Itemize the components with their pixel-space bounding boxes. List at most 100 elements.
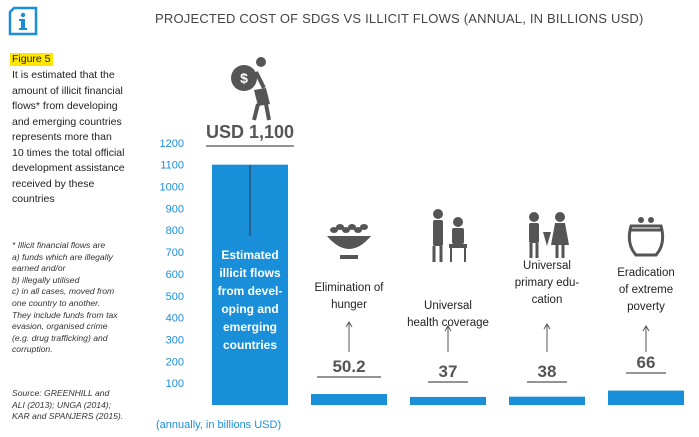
footnote-item: b) illegally utilised <box>12 274 80 285</box>
source-note: Source: GREENHILL and ALI (2013); UNGA (… <box>12 388 152 423</box>
health-care-icon <box>432 209 467 262</box>
category-label: Universal <box>424 300 472 312</box>
footnote-item: c) in all cases, moved from <box>12 286 115 297</box>
y-tick-label: 500 <box>166 291 184 303</box>
intro-text: It is estimated that the amount of illic… <box>12 68 132 208</box>
bar-inner-label: oping and <box>221 302 278 316</box>
intro-line: and emerging countries <box>12 115 122 128</box>
doctor-body <box>433 220 443 246</box>
bar <box>410 396 486 405</box>
purse-shape <box>627 224 665 257</box>
head-shape <box>529 212 539 222</box>
axis-unit-note: (annually, in billions USD) <box>156 419 282 431</box>
source-line: KAR and SPANJERS (2015). <box>12 411 124 422</box>
value-label: USD 1,100 <box>206 122 294 142</box>
footnote-item: a) funds which are illegally <box>12 251 113 262</box>
child-body <box>529 223 539 243</box>
y-tick-label: 1100 <box>160 160 184 172</box>
chair-seat <box>449 244 467 248</box>
y-tick-label: 900 <box>166 203 184 215</box>
source-line: ALI (2013); UNGA (2014); <box>12 399 112 410</box>
patient-body <box>452 228 464 244</box>
category-label: of extreme <box>619 284 673 296</box>
intro-line: 10 times the total official <box>12 146 125 159</box>
children-education-icon <box>529 212 569 258</box>
food-shape <box>342 227 350 233</box>
intro-line: countries <box>12 193 55 205</box>
bar-inner-label: countries <box>223 338 277 352</box>
value-label: 66 <box>637 353 656 372</box>
category-label: poverty <box>627 301 665 313</box>
food-shape <box>330 227 338 233</box>
coin-purse-icon <box>627 217 665 257</box>
arm-shape <box>254 71 266 89</box>
intro-line: received by these <box>12 177 95 190</box>
leg-shape <box>264 103 271 121</box>
head-shape <box>453 217 463 227</box>
bar-inner-label: emerging <box>223 320 277 334</box>
bar <box>608 390 684 405</box>
book-shape <box>543 232 551 246</box>
dollar-sign: $ <box>240 70 248 86</box>
category-label: Elimination of <box>314 282 384 294</box>
footnote-note: evasion, organised crime <box>12 321 108 332</box>
y-tick-label: 800 <box>166 225 184 237</box>
intro-line: flows* from developing <box>12 100 118 112</box>
money-bag-person-icon: $ <box>231 57 271 121</box>
category-label: health coverage <box>407 317 489 329</box>
footnote-note: corruption. <box>12 344 53 355</box>
y-tick-label: 600 <box>166 269 184 281</box>
bar <box>311 394 387 405</box>
chart-title: PROJECTED COST OF SDGS VS ILLICIT FLOWS … <box>155 11 644 26</box>
category-label: Eradication <box>617 267 675 279</box>
clasp-shape <box>648 217 654 223</box>
intro-line: development assistance <box>12 162 125 174</box>
food-shape <box>354 227 362 233</box>
footnote-item: one country to another. <box>12 297 101 308</box>
torso-shape <box>254 88 270 106</box>
figure-label: Figure 5 <box>10 53 53 66</box>
intro-line: amount of illicit financial <box>12 84 123 97</box>
category-label: hunger <box>331 299 367 311</box>
value-label: 50.2 <box>332 357 365 376</box>
intro-line: It is estimated that the <box>12 69 115 81</box>
arrow-head <box>444 325 452 332</box>
y-tick-label: 1000 <box>160 182 184 194</box>
category-label: Universal <box>523 260 571 272</box>
y-tick-label: 200 <box>166 356 184 368</box>
food-shape <box>360 224 368 230</box>
intro-line: represents more than <box>12 131 112 143</box>
bar <box>509 396 585 405</box>
y-tick-label: 400 <box>166 313 184 325</box>
head-shape <box>555 212 565 222</box>
arrow-head <box>345 321 353 328</box>
bar-inner-label: from devel- <box>218 284 283 298</box>
footnote-note: They include funds from tax <box>12 309 118 320</box>
source-line: Source: GREENHILL and <box>12 388 110 398</box>
head-shape <box>256 57 266 67</box>
y-tick-label: 300 <box>166 334 184 346</box>
footnote-head: * Illicit financial flows are <box>12 240 106 250</box>
bar-inner-label: illicit flows <box>219 266 281 280</box>
y-tick-label: 700 <box>166 247 184 259</box>
bowl-base <box>340 255 358 259</box>
clasp-shape <box>638 217 644 223</box>
footnote-item: earned and/or <box>12 263 66 274</box>
arrow-head <box>642 325 650 332</box>
value-label: 38 <box>538 362 557 381</box>
category-label: cation <box>532 294 563 306</box>
food-shape <box>348 224 356 230</box>
bowl-shape <box>327 236 371 249</box>
food-shape <box>336 224 344 230</box>
leg-shape <box>252 103 260 121</box>
bar-inner-label: Estimated <box>221 248 278 262</box>
bag-shape <box>231 65 257 91</box>
category-label: primary edu- <box>515 277 580 289</box>
footnote: * Illicit financial flows are a) funds w… <box>12 240 140 356</box>
y-tick-label: 100 <box>166 378 184 390</box>
info-icon <box>8 6 38 36</box>
value-label: 37 <box>439 362 458 381</box>
child-dress <box>551 223 569 245</box>
arrow-head <box>543 323 551 330</box>
